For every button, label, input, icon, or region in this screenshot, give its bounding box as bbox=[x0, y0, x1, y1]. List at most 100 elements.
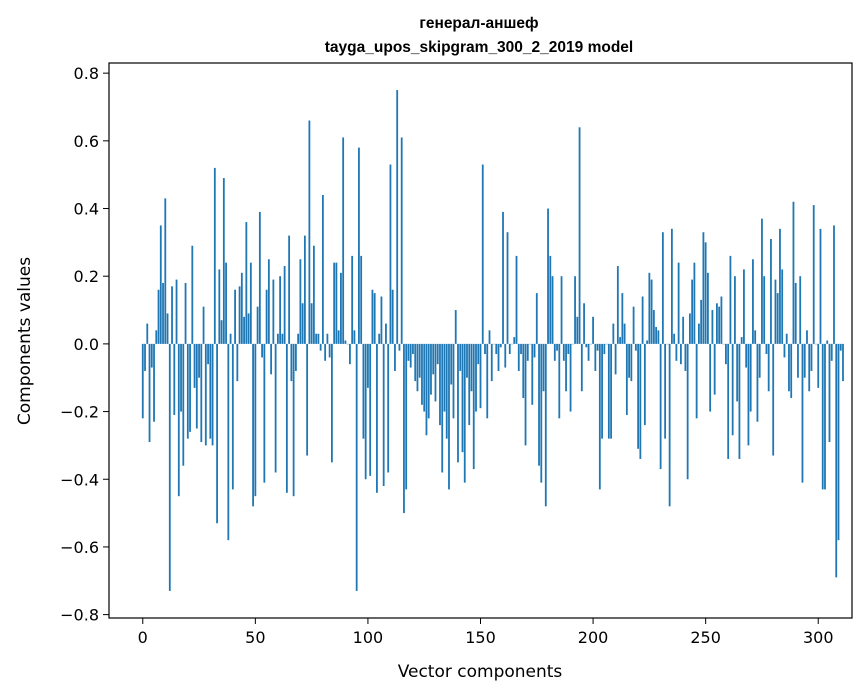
bar-113 bbox=[396, 90, 399, 344]
bar-192 bbox=[574, 276, 576, 344]
bar-104 bbox=[376, 343, 378, 493]
x-tick-label: 150 bbox=[465, 628, 496, 647]
bar-284 bbox=[781, 269, 784, 344]
bar-166 bbox=[515, 255, 518, 344]
bar-12 bbox=[168, 343, 171, 591]
bar-64 bbox=[285, 343, 288, 493]
bar-200 bbox=[592, 316, 594, 344]
bar-306 bbox=[830, 343, 833, 361]
bar-220 bbox=[637, 343, 640, 449]
bar-11 bbox=[166, 313, 169, 344]
bar-194 bbox=[578, 127, 581, 344]
bar-62 bbox=[281, 333, 284, 344]
bar-4 bbox=[150, 343, 153, 368]
bar-237 bbox=[675, 343, 678, 361]
bar-27 bbox=[202, 306, 205, 344]
bar-178 bbox=[542, 343, 545, 392]
bar-10 bbox=[164, 198, 167, 344]
bar-270 bbox=[749, 343, 752, 412]
bar-29 bbox=[207, 343, 209, 365]
bar-232 bbox=[664, 343, 667, 439]
bar-106 bbox=[380, 296, 383, 344]
bar-159 bbox=[499, 343, 502, 348]
bar-272 bbox=[754, 330, 757, 344]
bar-40 bbox=[231, 343, 234, 490]
bar-99 bbox=[364, 343, 367, 480]
bar-188 bbox=[565, 343, 567, 392]
bar-179 bbox=[544, 343, 547, 507]
bar-280 bbox=[772, 343, 775, 456]
bar-203 bbox=[598, 343, 601, 490]
bar-244 bbox=[691, 279, 694, 344]
bar-88 bbox=[340, 272, 342, 344]
bar-273 bbox=[756, 343, 759, 422]
y-tick-label: −0.8 bbox=[60, 606, 99, 625]
bar-65 bbox=[288, 235, 291, 344]
bar-227 bbox=[652, 310, 655, 344]
bar-147 bbox=[472, 343, 475, 470]
bar-308 bbox=[835, 343, 838, 578]
bar-89 bbox=[342, 137, 345, 344]
bar-298 bbox=[812, 205, 815, 344]
bar-6 bbox=[155, 330, 158, 344]
bar-81 bbox=[324, 343, 327, 361]
bar-246 bbox=[695, 343, 698, 419]
y-tick-label: 0.8 bbox=[74, 64, 99, 83]
chart-title: генерал-аншеф bbox=[419, 15, 538, 32]
bar-155 bbox=[490, 343, 493, 382]
bar-152 bbox=[484, 343, 486, 355]
bar-162 bbox=[506, 232, 509, 344]
x-axis-ticks: 0 50 100 150 200 250 300 bbox=[138, 618, 834, 647]
bar-70 bbox=[299, 259, 302, 344]
bar-2 bbox=[146, 323, 149, 344]
bar-129 bbox=[432, 343, 435, 375]
bar-93 bbox=[351, 255, 354, 344]
bar-48 bbox=[249, 262, 252, 344]
bar-123 bbox=[418, 343, 421, 378]
bar-85 bbox=[333, 262, 336, 344]
bar-102 bbox=[371, 289, 374, 344]
bar-76 bbox=[312, 245, 315, 344]
bar-59 bbox=[274, 343, 277, 473]
bar-41 bbox=[234, 289, 236, 344]
bar-50 bbox=[254, 343, 257, 497]
bar-282 bbox=[776, 293, 779, 344]
bar-116 bbox=[403, 343, 405, 514]
bar-125 bbox=[423, 343, 426, 412]
y-tick-label: 0.6 bbox=[74, 132, 99, 151]
bar-150 bbox=[479, 343, 482, 409]
bar-26 bbox=[200, 343, 203, 443]
bar-279 bbox=[770, 238, 772, 344]
bar-18 bbox=[182, 343, 185, 466]
bar-37 bbox=[225, 262, 227, 344]
bar-197 bbox=[585, 343, 588, 348]
bar-45 bbox=[243, 316, 245, 344]
bar-25 bbox=[198, 343, 200, 378]
bar-14 bbox=[173, 343, 176, 415]
bar-132 bbox=[439, 343, 441, 426]
bar-108 bbox=[385, 323, 387, 344]
y-tick-label: 0.4 bbox=[74, 200, 99, 219]
bar-242 bbox=[686, 343, 689, 480]
bar-230 bbox=[659, 343, 662, 470]
bar-21 bbox=[189, 343, 191, 432]
bar-277 bbox=[765, 343, 768, 355]
x-tick-label: 0 bbox=[138, 628, 148, 647]
bar-294 bbox=[803, 343, 806, 378]
bar-212 bbox=[619, 337, 621, 344]
bar-30 bbox=[209, 343, 212, 439]
bar-249 bbox=[702, 232, 705, 344]
bar-219 bbox=[634, 343, 637, 351]
bar-238 bbox=[677, 262, 680, 344]
bar-216 bbox=[628, 343, 630, 378]
bar-136 bbox=[448, 343, 450, 490]
bar-83 bbox=[328, 343, 331, 358]
bar-75 bbox=[310, 303, 313, 344]
bar-292 bbox=[799, 276, 802, 344]
x-tick-label: 100 bbox=[353, 628, 384, 647]
y-tick-label: −0.6 bbox=[60, 538, 99, 557]
bar-302 bbox=[821, 343, 824, 490]
bar-208 bbox=[610, 343, 612, 439]
bar-255 bbox=[716, 303, 718, 344]
bar-214 bbox=[623, 323, 626, 344]
